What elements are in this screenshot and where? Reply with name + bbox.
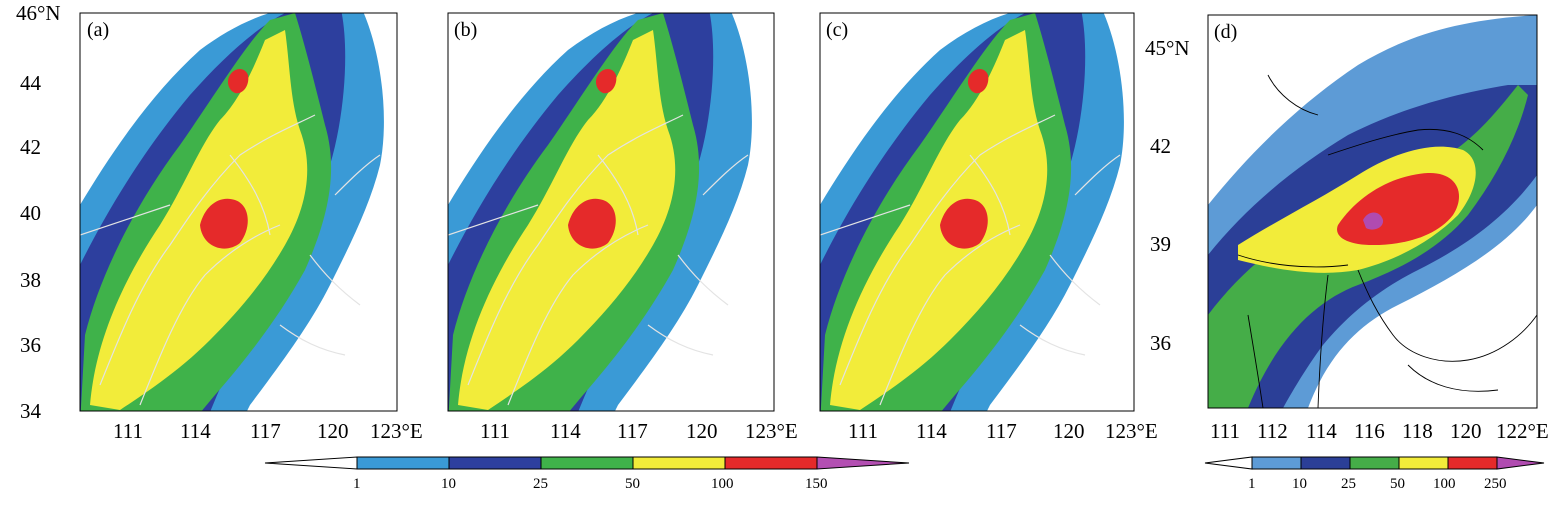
colorbar-tick: 50 bbox=[625, 476, 640, 492]
lon-tick: 118 bbox=[1402, 419, 1433, 443]
lon-tick: 123°E bbox=[1105, 419, 1158, 443]
colorbar-segment bbox=[1349, 456, 1400, 470]
lon-tick: 111 bbox=[113, 419, 143, 443]
colorbar-arrow-left bbox=[1204, 456, 1253, 470]
lon-tick: 120 bbox=[1053, 419, 1085, 443]
colorbar-tick: 1 bbox=[1248, 476, 1256, 492]
lon-tick: 120 bbox=[686, 419, 718, 443]
panel-a-lon-ticks: 111 114 117 120 123°E bbox=[113, 419, 423, 443]
colorbar-abc: 1 10 25 50 100 150 bbox=[264, 456, 910, 492]
lon-tick: 111 bbox=[480, 419, 510, 443]
panel-d-lat-ticks: 45°N 42 39 36 bbox=[1145, 36, 1190, 355]
lat-tick: 45°N bbox=[1145, 36, 1190, 60]
colorbar-d: 1 10 25 50 100 250 bbox=[1204, 456, 1545, 492]
colorbar-segment bbox=[724, 456, 818, 470]
lat-tick: 38 bbox=[20, 268, 41, 292]
panel-b-label: (b) bbox=[454, 19, 477, 41]
panel-c: (c) 111 114 117 120 123°E bbox=[819, 12, 1158, 443]
colorbar-tick: 25 bbox=[533, 476, 548, 492]
lon-tick: 123°E bbox=[370, 419, 423, 443]
lat-tick: 36 bbox=[20, 333, 41, 357]
colorbar-arrow-left bbox=[264, 456, 358, 470]
lon-tick: 117 bbox=[617, 419, 648, 443]
colorbar-tick: 1 bbox=[353, 476, 361, 492]
colorbar-segment bbox=[540, 456, 634, 470]
lat-tick: 39 bbox=[1150, 232, 1171, 256]
lon-tick: 117 bbox=[986, 419, 1017, 443]
panel-d: (d) 45°N 42 39 36 111 112 114 116 118 12… bbox=[1145, 14, 1549, 443]
lat-tick: 34 bbox=[20, 399, 42, 423]
panel-d-lon-ticks: 111 112 114 116 118 120 122°E bbox=[1210, 419, 1549, 443]
colorbar-segment bbox=[356, 456, 450, 470]
lat-tick: 46°N bbox=[16, 1, 61, 25]
panel-d-label: (d) bbox=[1214, 21, 1237, 43]
lat-tick: 42 bbox=[20, 135, 41, 159]
colorbar-arrow-right bbox=[1496, 456, 1545, 470]
lat-tick: 42 bbox=[1150, 134, 1171, 158]
colorbar-tick: 10 bbox=[1292, 476, 1307, 492]
lon-tick: 116 bbox=[1354, 419, 1385, 443]
colorbar-segment bbox=[1447, 456, 1498, 470]
lon-tick: 117 bbox=[250, 419, 281, 443]
panel-a: (a) 46°N 44 42 40 38 36 34 111 114 117 1… bbox=[16, 1, 423, 443]
lon-tick: 122°E bbox=[1496, 419, 1549, 443]
colorbar-tick: 100 bbox=[1433, 476, 1456, 492]
colorbar-segment bbox=[1300, 456, 1351, 470]
colorbar-segment bbox=[448, 456, 542, 470]
colorbar-arrow-right bbox=[816, 456, 910, 470]
lon-tick: 114 bbox=[180, 419, 211, 443]
panel-c-label: (c) bbox=[826, 19, 848, 41]
colorbar-tick: 150 bbox=[805, 476, 828, 492]
colorbar-tick: 250 bbox=[1484, 476, 1507, 492]
colorbar-tick: 10 bbox=[441, 476, 456, 492]
colorbar-tick: 25 bbox=[1341, 476, 1356, 492]
lon-tick: 112 bbox=[1257, 419, 1288, 443]
lat-tick: 36 bbox=[1150, 331, 1171, 355]
panel-a-label: (a) bbox=[87, 19, 109, 41]
panel-c-lon-ticks: 111 114 117 120 123°E bbox=[848, 419, 1158, 443]
lat-tick: 44 bbox=[20, 71, 42, 95]
panel-a-lat-ticks: 46°N 44 42 40 38 36 34 bbox=[16, 1, 61, 423]
colorbar-tick: 50 bbox=[1390, 476, 1405, 492]
lon-tick: 120 bbox=[317, 419, 349, 443]
lon-tick: 120 bbox=[1450, 419, 1482, 443]
lon-tick: 114 bbox=[1306, 419, 1337, 443]
lon-tick: 111 bbox=[1210, 419, 1240, 443]
lon-tick: 114 bbox=[916, 419, 947, 443]
colorbar-tick: 100 bbox=[711, 476, 734, 492]
colorbar-segment bbox=[1251, 456, 1302, 470]
lat-tick: 40 bbox=[20, 201, 41, 225]
colorbar-segment bbox=[1398, 456, 1449, 470]
panel-b-lon-ticks: 111 114 117 120 123°E bbox=[480, 419, 798, 443]
lon-tick: 114 bbox=[550, 419, 581, 443]
panel-b: (b) 111 114 117 120 123°E bbox=[447, 12, 798, 443]
lon-tick: 123°E bbox=[745, 419, 798, 443]
lon-tick: 111 bbox=[848, 419, 878, 443]
colorbar-segment bbox=[632, 456, 726, 470]
